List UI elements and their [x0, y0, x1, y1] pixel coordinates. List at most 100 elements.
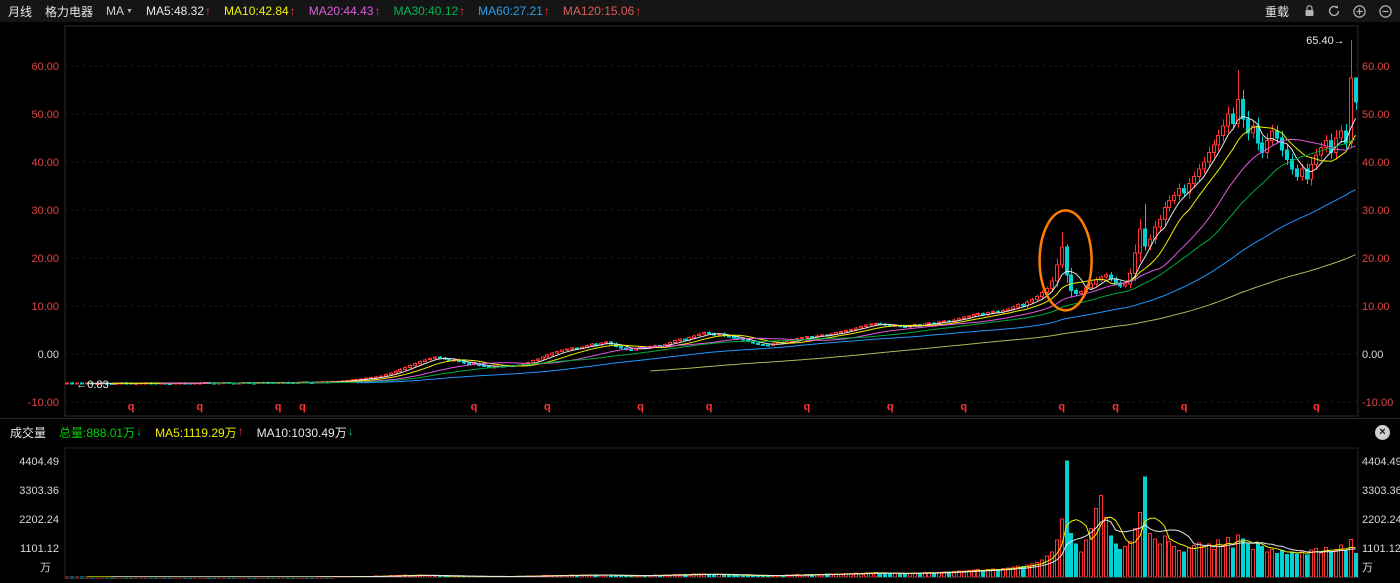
price-axis-label-right: 60.00: [1362, 61, 1390, 73]
price-axis-label-left: 40.00: [31, 157, 59, 169]
volume-bar: [1094, 508, 1098, 578]
volume-bar: [1128, 540, 1132, 578]
candle-body: [1138, 228, 1142, 254]
volume-unit-right: 万: [1362, 562, 1373, 574]
zoom-out-icon[interactable]: [1379, 4, 1392, 18]
volume-bar: [1349, 539, 1353, 578]
candle-body: [560, 349, 564, 353]
volume-bar: [1334, 549, 1338, 578]
candle-body: [707, 331, 711, 334]
volume-axis-label-left: 2202.24: [19, 514, 59, 526]
volume-bar: [1079, 551, 1083, 578]
candle-body: [962, 316, 966, 319]
ex-dividend-marker: q: [804, 401, 811, 413]
low-price-label: ←0.83: [76, 379, 108, 391]
volume-bar: [1158, 543, 1162, 578]
candle-body: [594, 343, 598, 346]
candle-body: [619, 345, 623, 349]
ma-dropdown[interactable]: MA ▼: [106, 4, 133, 18]
reload-button[interactable]: 重载: [1264, 4, 1289, 19]
candle-body: [1212, 144, 1216, 153]
zoom-in-icon[interactable]: [1353, 4, 1366, 18]
candle-body: [1290, 159, 1294, 170]
volume-bar: [1109, 535, 1113, 578]
candle-body: [403, 366, 407, 370]
candle-body: [1006, 308, 1010, 311]
lock-icon[interactable]: [1304, 5, 1315, 17]
volume-axis-label-right: 3303.36: [1362, 485, 1400, 497]
volume-chart-pane[interactable]: 4404.49 4404.49 3303.36 3303.36 2202.24 2202.…: [0, 446, 1400, 583]
price-axis-label-right: 10.00: [1362, 301, 1390, 313]
ma30-value: MA30:40.12 ↑: [393, 4, 466, 18]
candle-body: [536, 358, 540, 362]
candle-body: [1202, 161, 1206, 170]
candle-body: [1148, 238, 1152, 247]
volume-bar: [712, 574, 716, 578]
candle-body: [800, 337, 804, 340]
candle-body: [565, 348, 569, 351]
candle-body: [418, 361, 422, 365]
volume-bar: [1256, 542, 1260, 578]
volume-bar: [1084, 539, 1088, 578]
candle-body: [1305, 168, 1309, 180]
volume-bar: [1143, 476, 1147, 578]
price-axis-label-left: 0.00: [38, 349, 59, 361]
ex-dividend-marker: q: [637, 401, 644, 413]
volume-bar: [888, 573, 892, 578]
volume-bar: [1069, 533, 1073, 578]
candle-body: [1246, 118, 1250, 134]
volume-bar: [1123, 546, 1127, 578]
price-axis-label-right: 40.00: [1362, 157, 1390, 169]
ex-dividend-marker: q: [960, 401, 967, 413]
volume-title[interactable]: 成交量: [10, 426, 47, 440]
volume-bar: [898, 573, 902, 578]
candle-body: [1099, 276, 1103, 281]
candle-body: [1069, 274, 1073, 292]
candle-body: [1060, 246, 1064, 266]
volume-bar: [1251, 548, 1255, 578]
ex-dividend-marker: q: [471, 401, 478, 413]
volume-bar: [1295, 553, 1299, 578]
candle-body: [903, 326, 907, 329]
candle-body: [1182, 187, 1186, 194]
refresh-icon[interactable]: [1328, 5, 1340, 17]
candle-body: [545, 354, 549, 358]
period-label[interactable]: 月线: [8, 4, 33, 19]
annotation-ellipse: [1038, 209, 1093, 312]
toolbar: 月线 格力电器 MA ▼ MA5:48.32 ↑ MA10:42.84 ↑ MA20:44…: [0, 0, 1400, 22]
price-chart-pane[interactable]: 60.00 60.00 50.00 50.00 40.00 40.00 30.00 30.00…: [0, 22, 1400, 418]
candle-body: [1143, 228, 1147, 247]
ma120-value: MA120:15.06 ↑: [562, 4, 642, 18]
price-axis-label-left: -10.00: [28, 397, 59, 409]
candle-body: [433, 356, 437, 359]
candle-body: [1114, 278, 1118, 284]
ex-dividend-marker: q: [544, 401, 551, 413]
candle-body: [844, 330, 848, 332]
candle-body: [702, 331, 706, 335]
candle-body: [1349, 77, 1353, 144]
volume-bar: [1231, 547, 1235, 578]
candle-body: [462, 361, 466, 364]
ex-dividend-marker: q: [1313, 401, 1320, 413]
volume-bar: [619, 575, 623, 578]
volume-bar: [741, 574, 745, 578]
candle-body: [1074, 290, 1078, 295]
candle-body: [1216, 135, 1220, 146]
candle-body: [80, 382, 84, 385]
volume-bar: [746, 575, 750, 578]
candle-body: [683, 338, 687, 341]
ma60-line: [356, 189, 1356, 384]
close-icon[interactable]: ×: [1375, 425, 1390, 440]
ex-dividend-marker: q: [1112, 401, 1119, 413]
price-axis-label-right: 50.00: [1362, 109, 1390, 121]
ma5-line: [86, 115, 1357, 384]
volume-bar: [1221, 544, 1225, 578]
ex-dividend-marker: q: [128, 401, 135, 413]
candle-body: [1300, 168, 1304, 177]
candle-body: [1260, 142, 1264, 153]
volume-ma5-stat: MA5:1119.29万 ↑: [155, 424, 244, 440]
candle-body: [428, 357, 432, 361]
candle-body: [604, 341, 608, 344]
candle-body: [967, 315, 971, 318]
candle-body: [878, 322, 882, 325]
